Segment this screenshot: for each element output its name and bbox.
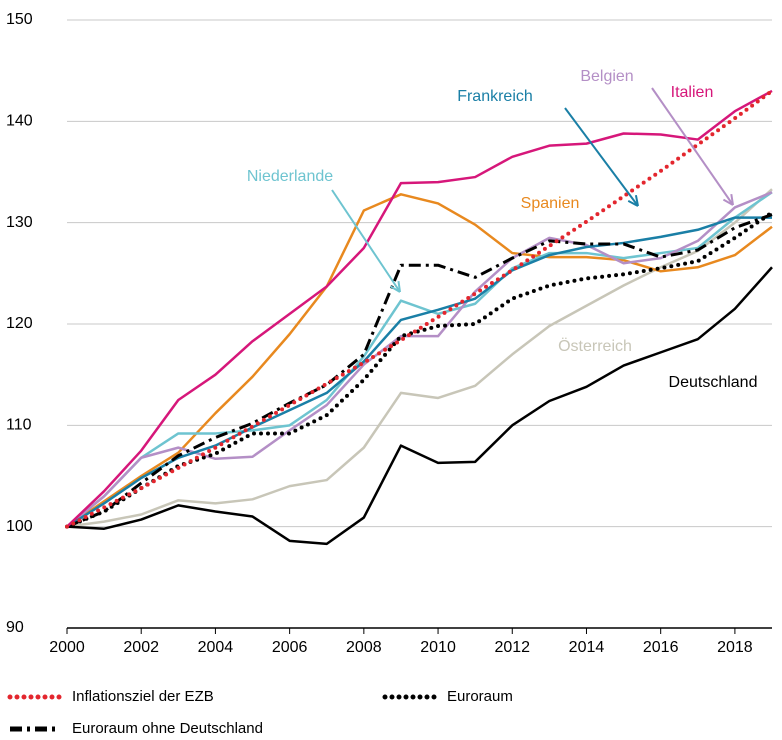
series-label: Niederlande bbox=[247, 168, 333, 185]
series-label: Frankreich bbox=[457, 88, 533, 105]
y-tick-label: 100 bbox=[6, 518, 33, 535]
arrow-head bbox=[722, 193, 734, 206]
x-tick-label: 2008 bbox=[346, 639, 382, 656]
y-tick-label: 110 bbox=[6, 417, 32, 434]
series-line bbox=[66, 213, 773, 529]
x-tick-label: 2014 bbox=[569, 639, 605, 656]
series-line bbox=[66, 89, 773, 528]
series-line bbox=[66, 191, 773, 528]
arrow-head bbox=[390, 280, 401, 293]
annotation-arrow bbox=[331, 189, 401, 293]
legend-label: Euroraum bbox=[447, 688, 513, 705]
series-line bbox=[65, 210, 774, 529]
series-label: Deutschland bbox=[669, 374, 758, 391]
legend-label: Euroraum ohne Deutschland bbox=[72, 720, 263, 737]
x-tick-label: 2004 bbox=[198, 639, 234, 656]
x-tick-label: 2010 bbox=[420, 639, 456, 656]
y-tick-label: 120 bbox=[6, 315, 33, 332]
y-tick-label: 130 bbox=[6, 214, 33, 231]
x-tick-label: 2002 bbox=[123, 639, 159, 656]
arrow-head bbox=[627, 195, 639, 207]
series-line bbox=[65, 88, 774, 529]
series-line bbox=[66, 193, 773, 528]
x-tick-label: 2006 bbox=[272, 639, 308, 656]
x-tick-label: 2016 bbox=[643, 639, 679, 656]
legend-label: Inflationsziel der EZB bbox=[72, 688, 214, 705]
annotation-arrow bbox=[564, 107, 639, 207]
series-line bbox=[66, 266, 773, 546]
series-line bbox=[66, 191, 773, 528]
series-line bbox=[66, 216, 772, 528]
y-tick-label: 90 bbox=[6, 619, 24, 636]
x-tick-label: 2000 bbox=[49, 639, 85, 656]
series-line bbox=[66, 188, 773, 528]
series-label: Italien bbox=[671, 84, 714, 101]
y-tick-label: 150 bbox=[6, 11, 33, 28]
series-label: Spanien bbox=[521, 195, 580, 212]
y-tick-label: 140 bbox=[6, 113, 33, 130]
annotation-arrow bbox=[651, 87, 734, 206]
series-label: Österreich bbox=[558, 337, 632, 355]
series-label: Belgien bbox=[580, 68, 633, 85]
x-tick-label: 2012 bbox=[494, 639, 530, 656]
x-tick-label: 2018 bbox=[717, 639, 753, 656]
